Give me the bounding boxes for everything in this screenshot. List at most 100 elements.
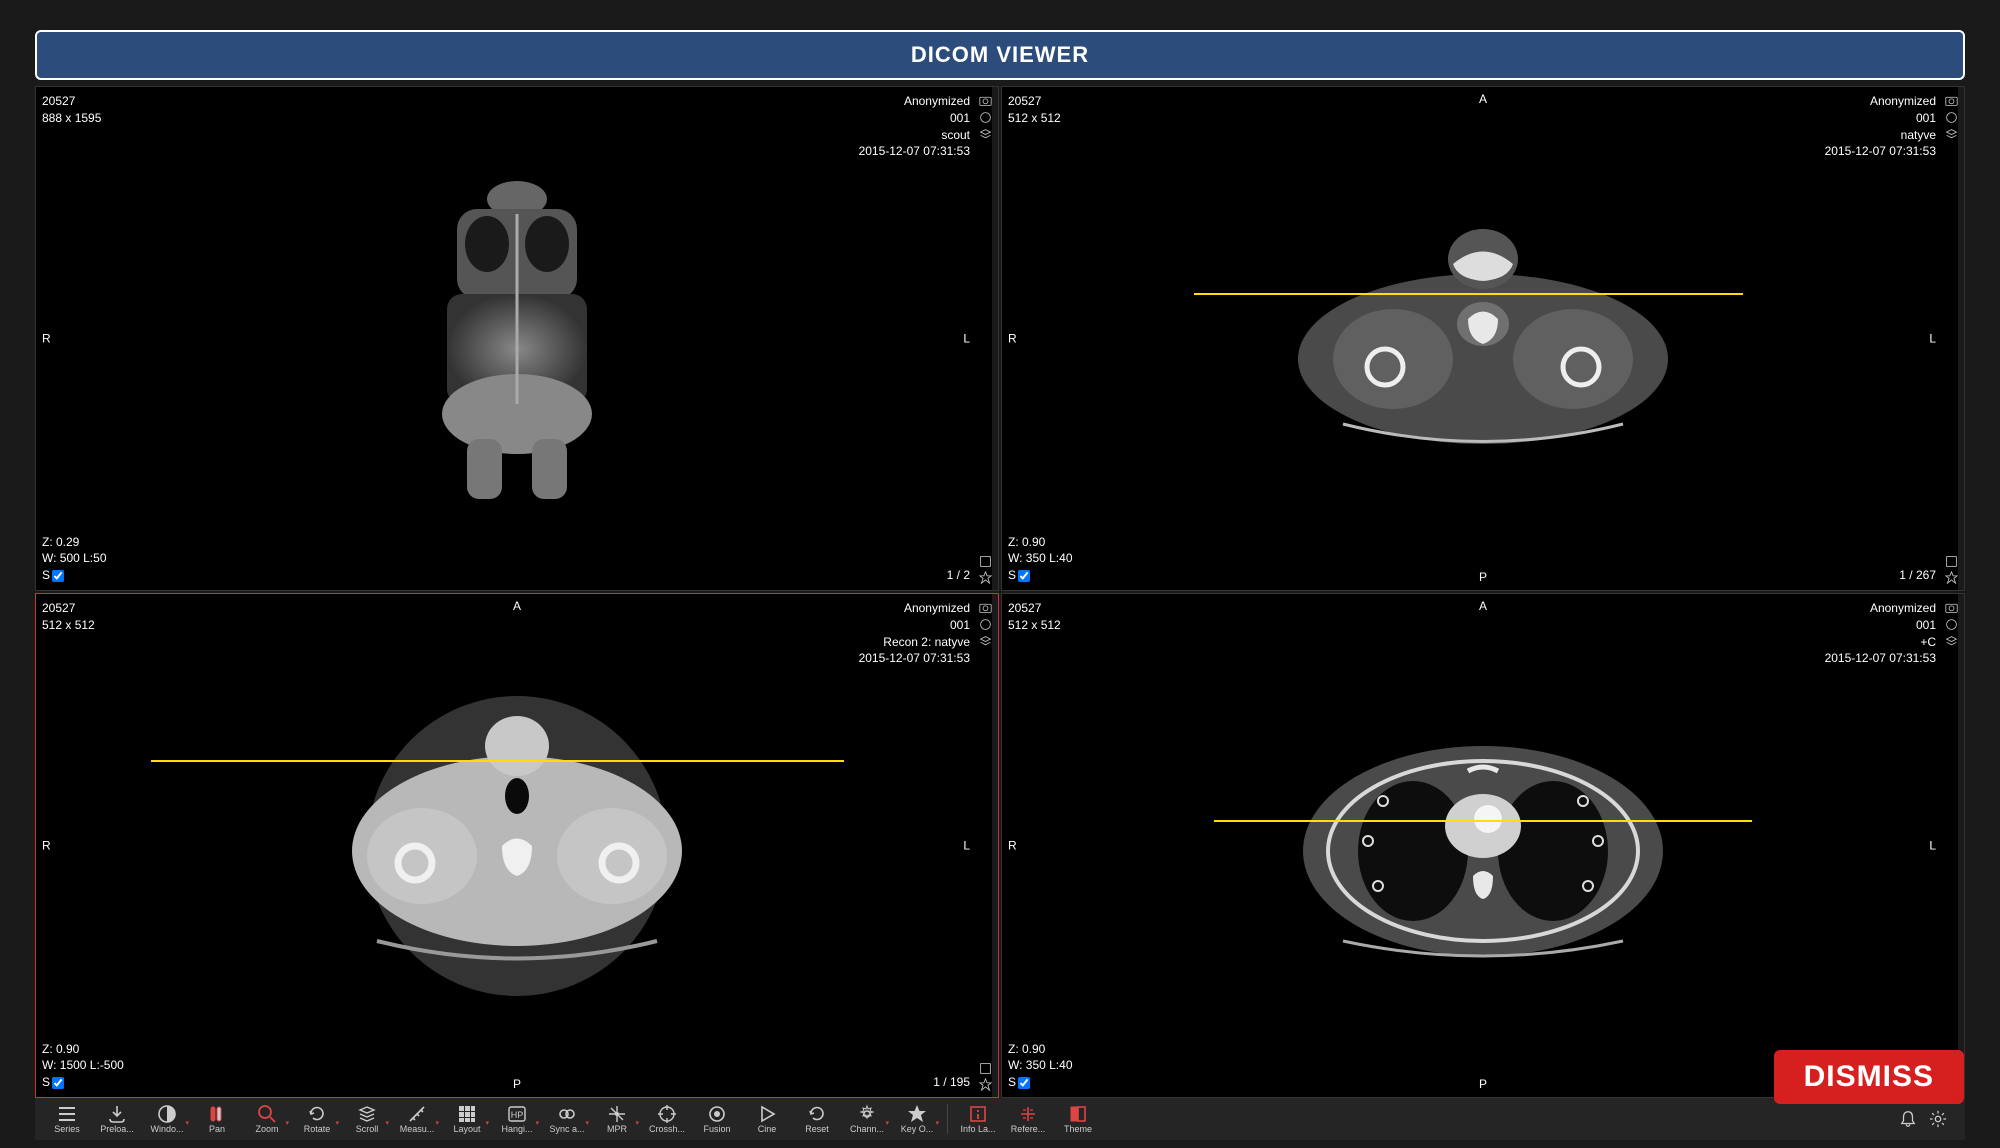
pan-icon (207, 1104, 227, 1124)
sync-checkbox[interactable]: S (42, 1074, 124, 1091)
viewport-top-left[interactable]: 20527 888 x 1595 Anonymized 001 scout 20… (35, 86, 999, 591)
layers-icon[interactable] (1944, 634, 1958, 648)
tool-channel[interactable]: Chann...▾ (843, 1099, 891, 1139)
tool-label: Layout (453, 1124, 480, 1134)
tool-hanging[interactable]: HPHangi...▾ (493, 1099, 541, 1139)
dropdown-caret-icon: ▾ (335, 1119, 339, 1127)
orientation-top: A (513, 598, 521, 615)
star-icon[interactable] (978, 1077, 992, 1091)
tool-label: Cine (758, 1124, 777, 1134)
camera-icon[interactable] (1944, 93, 1958, 107)
tool-label: Theme (1064, 1124, 1092, 1134)
dropdown-caret-icon: ▾ (385, 1119, 389, 1127)
orientation-left: R (1008, 837, 1017, 854)
download-icon (107, 1104, 127, 1124)
tool-info[interactable]: Info La... (954, 1099, 1002, 1139)
star-icon[interactable] (978, 570, 992, 584)
layers-icon[interactable] (978, 127, 992, 141)
tool-label: Reset (805, 1124, 829, 1134)
tool-theme[interactable]: Theme (1054, 1099, 1102, 1139)
cine-icon (757, 1104, 777, 1124)
reference-line (1194, 293, 1742, 295)
viewport-bottom-right[interactable]: 20527 512 x 512 Anonymized 001 +C 2015-1… (1001, 593, 1965, 1098)
viewport-scrollbar[interactable] (1958, 594, 1964, 1097)
dropdown-caret-icon: ▾ (535, 1119, 539, 1127)
orientation-bottom: P (1479, 1076, 1487, 1093)
notification-icon[interactable] (1899, 1110, 1917, 1128)
tool-menu[interactable]: Series (43, 1099, 91, 1139)
tool-ref[interactable]: Refere... (1004, 1099, 1052, 1139)
dismiss-button[interactable]: DISMISS (1774, 1050, 1964, 1104)
viewport-scrollbar[interactable] (992, 594, 998, 1097)
sync-icon (557, 1104, 577, 1124)
tool-reset[interactable]: Reset (793, 1099, 841, 1139)
tool-label: Scroll (356, 1124, 379, 1134)
viewport-bottom-left[interactable]: 20527 512 x 512 Anonymized 001 Recon 2: … (35, 593, 999, 1098)
tool-measure[interactable]: Measu...▾ (393, 1099, 441, 1139)
fusion-icon (707, 1104, 727, 1124)
export-icon[interactable] (1944, 554, 1958, 568)
tool-crosshair[interactable]: Crossh... (643, 1099, 691, 1139)
tool-pan[interactable]: Pan (193, 1099, 241, 1139)
camera-icon[interactable] (1944, 600, 1958, 614)
reset-icon (807, 1104, 827, 1124)
star-icon[interactable] (1944, 570, 1958, 584)
viewport-grid: 20527 888 x 1595 Anonymized 001 scout 20… (35, 86, 1965, 1098)
orientation-right: L (1929, 837, 1936, 854)
info-icon[interactable] (978, 110, 992, 124)
orientation-left: R (42, 330, 51, 347)
tool-cine[interactable]: Cine (743, 1099, 791, 1139)
layers-icon[interactable] (978, 634, 992, 648)
overlay-bl: Z: 0.90 W: 1500 L:-500 S (42, 1041, 124, 1091)
overlay-tr: Anonymized 001 Recon 2: natyve 2015-12-0… (859, 600, 970, 667)
tool-label: Preloa... (100, 1124, 134, 1134)
camera-icon[interactable] (978, 93, 992, 107)
bottom-toolbar: SeriesPreloa...Windo...▾PanZoom▾Rotate▾S… (35, 1098, 1965, 1140)
tool-label: Chann... (850, 1124, 884, 1134)
ct-chest-image (1283, 711, 1683, 981)
measure-icon (407, 1104, 427, 1124)
tool-fusion[interactable]: Fusion (693, 1099, 741, 1139)
export-icon[interactable] (978, 1061, 992, 1075)
menu-icon (57, 1104, 77, 1124)
orientation-left: R (42, 837, 51, 854)
export-icon[interactable] (978, 554, 992, 568)
tool-label: MPR (607, 1124, 627, 1134)
tool-layout[interactable]: Layout▾ (443, 1099, 491, 1139)
theme-icon (1068, 1104, 1088, 1124)
camera-icon[interactable] (978, 600, 992, 614)
tool-sync[interactable]: Sync a...▾ (543, 1099, 591, 1139)
viewport-br-icons (978, 554, 992, 584)
sync-checkbox[interactable]: S (42, 567, 107, 584)
info-icon[interactable] (978, 617, 992, 631)
viewport-top-right[interactable]: 20527 512 x 512 Anonymized 001 natyve 20… (1001, 86, 1965, 591)
tool-mpr[interactable]: MPR▾ (593, 1099, 641, 1139)
overlay-bl: Z: 0.90 W: 350 L:40 S (1008, 1041, 1073, 1091)
sync-checkbox[interactable]: S (1008, 1074, 1073, 1091)
overlay-tr: Anonymized 001 scout 2015-12-07 07:31:53 (859, 93, 970, 160)
overlay-tr: Anonymized 001 natyve 2015-12-07 07:31:5… (1825, 93, 1936, 160)
tool-label: Rotate (304, 1124, 331, 1134)
tool-label: Series (54, 1124, 80, 1134)
settings-icon[interactable] (1929, 1110, 1947, 1128)
viewport-scrollbar[interactable] (1958, 87, 1964, 590)
zoom-icon (257, 1104, 277, 1124)
star-icon (907, 1104, 927, 1124)
info-icon[interactable] (1944, 110, 1958, 124)
tool-scroll[interactable]: Scroll ▾ (343, 1099, 391, 1139)
tool-zoom[interactable]: Zoom▾ (243, 1099, 291, 1139)
viewport-scrollbar[interactable] (992, 87, 998, 590)
tool-star[interactable]: Key O...▾ (893, 1099, 941, 1139)
mpr-icon (607, 1104, 627, 1124)
layers-icon[interactable] (1944, 127, 1958, 141)
overlay-tl: 20527 512 x 512 (1008, 93, 1061, 127)
tool-label: Crossh... (649, 1124, 685, 1134)
sync-checkbox[interactable]: S (1008, 567, 1073, 584)
tool-download[interactable]: Preloa... (93, 1099, 141, 1139)
tool-contrast[interactable]: Windo...▾ (143, 1099, 191, 1139)
tool-rotate[interactable]: Rotate ▾ (293, 1099, 341, 1139)
scout-image (367, 179, 667, 499)
toolbar-right (1899, 1110, 1957, 1128)
viewport-tr-icons (978, 600, 992, 648)
info-icon[interactable] (1944, 617, 1958, 631)
